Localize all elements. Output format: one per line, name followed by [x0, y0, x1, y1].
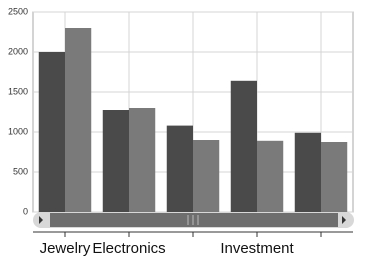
- bar: [257, 140, 284, 212]
- scroll-left[interactable]: [39, 216, 43, 224]
- bar: [38, 52, 65, 212]
- bar: [230, 80, 257, 212]
- bar: [65, 28, 92, 212]
- x-tick-label: Electronics: [92, 240, 165, 257]
- scroll-thumb[interactable]: [50, 213, 338, 227]
- bar: [321, 142, 348, 212]
- scroll-right[interactable]: [342, 216, 346, 224]
- scrollbar[interactable]: [33, 212, 354, 228]
- y-tick-label: 1000: [8, 126, 28, 136]
- y-tick-label: 2500: [8, 6, 28, 16]
- x-tick-label: Jewelry: [40, 240, 91, 257]
- y-tick-label: 500: [13, 166, 28, 176]
- bar: [193, 140, 220, 212]
- y-tick-label: 1500: [8, 86, 28, 96]
- bar: [166, 125, 193, 212]
- bar: [102, 110, 129, 212]
- bar: [129, 108, 156, 212]
- bar: [294, 132, 321, 212]
- y-tick-label: 2000: [8, 46, 28, 56]
- y-tick-label: 0: [23, 206, 28, 216]
- x-tick-label: Investment: [220, 240, 294, 257]
